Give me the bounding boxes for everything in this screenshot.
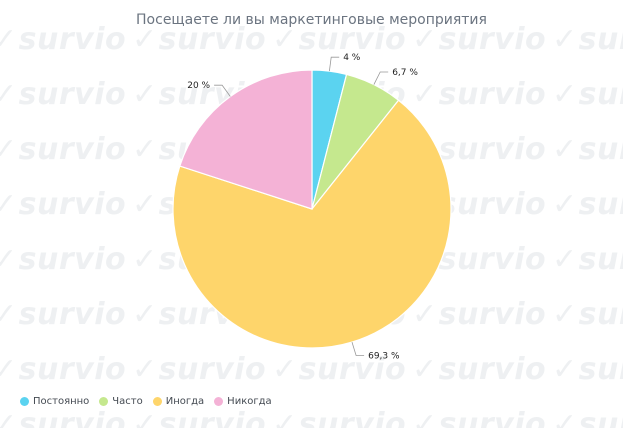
- data-label: 69,3 %: [368, 352, 400, 362]
- legend-item-inogda[interactable]: Иногда: [152, 396, 205, 407]
- legend-label: Иногда: [165, 396, 205, 407]
- legend-item-chasto[interactable]: Часто: [99, 396, 143, 407]
- legend-swatch: [214, 397, 224, 406]
- leader-line: [351, 341, 365, 356]
- legend-item-nikogda[interactable]: Никогда: [214, 396, 272, 407]
- data-label: 4 %: [343, 53, 361, 63]
- legend-swatch: [99, 397, 109, 406]
- legend-label: Часто: [112, 396, 143, 407]
- data-label: 6,7 %: [392, 68, 418, 78]
- legend-swatch: [20, 397, 29, 406]
- legend: Постоянно Часто Иногда Никогда: [20, 396, 282, 407]
- chart-title: Посещаете ли вы маркетинговые мероприяти…: [136, 12, 487, 28]
- leader-line: [214, 84, 231, 97]
- leader-line: [373, 71, 389, 85]
- slice-nikogda[interactable]: [179, 69, 313, 210]
- legend-label: Никогда: [227, 396, 272, 407]
- leader-line: [329, 56, 340, 72]
- legend-label: Постоянно: [33, 396, 90, 407]
- data-label: 20 %: [187, 81, 210, 91]
- legend-swatch: [152, 397, 162, 406]
- legend-item-postoyanno[interactable]: Постоянно: [20, 396, 89, 407]
